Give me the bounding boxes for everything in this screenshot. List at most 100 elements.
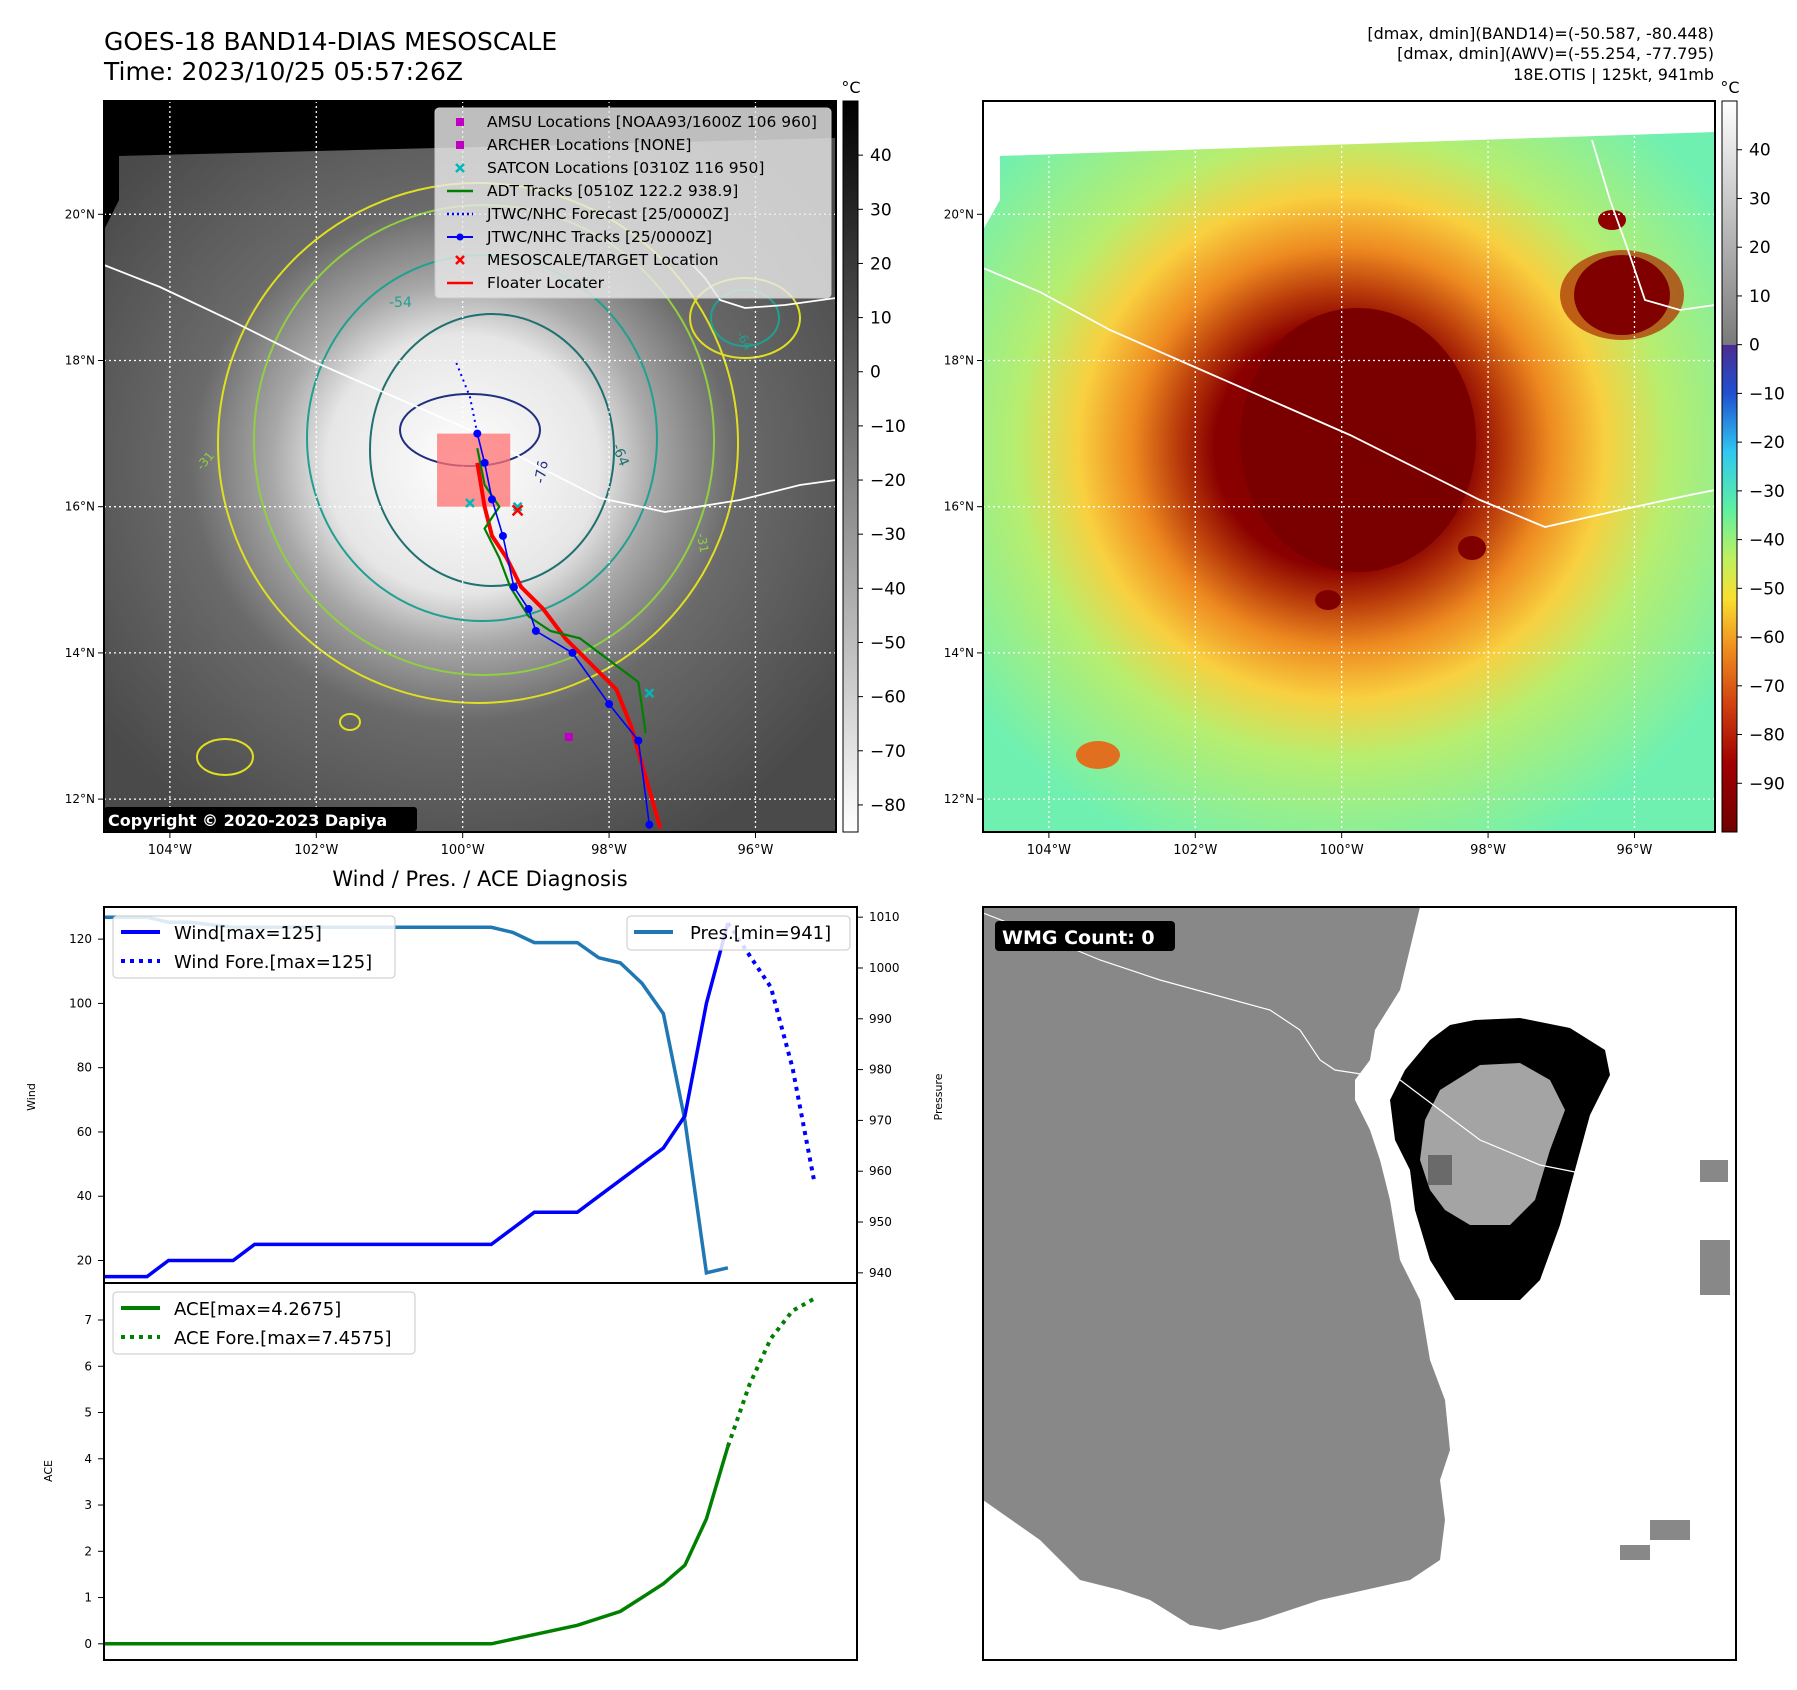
awv-colorbar-tick-label: −30	[1749, 482, 1785, 502]
wmg-count-label: WMG Count: 0	[1002, 927, 1155, 949]
pressure-y-tick-label: 960	[869, 1164, 892, 1178]
ir-colorbar-tick-label: 0	[870, 363, 881, 383]
ir-legend-item: SATCON Locations [0310Z 116 950]	[455, 159, 764, 177]
awv-colorbar-tick-label: 40	[1749, 141, 1771, 161]
ir-legend-item: Floater Locater	[447, 274, 605, 292]
adt-track	[476, 447, 647, 734]
awv-lon-tick-label: 100°W	[1320, 843, 1364, 858]
pressure-y-tick-label: 950	[869, 1215, 892, 1229]
ir-legend-label: SATCON Locations [0310Z 116 950]	[487, 159, 764, 177]
ir-map-panel: -54 -64 -76 -64 -31 -31 20°N18°N16°N14°N…	[65, 100, 837, 858]
ir-colorbar-tick-label: −40	[870, 579, 906, 599]
jtwc-track-point	[480, 458, 489, 467]
wind-y-tick-label: 60	[77, 1125, 92, 1139]
wind-y-tick-label: 120	[69, 932, 92, 946]
wmg-panel: WMG Count: 0	[982, 906, 1737, 1661]
ir-lon-tick-label: 102°W	[294, 843, 338, 858]
wmg-gray-region	[983, 907, 1450, 1630]
copyright-text: Copyright © 2020-2023 Dapiya	[108, 811, 387, 830]
pressure-legend-label: Pres.[min=941]	[690, 923, 831, 944]
figure-title: GOES-18 BAND14-DIAS MESOSCALE	[104, 27, 557, 56]
awv-lat-tick-label: 18°N	[944, 354, 974, 368]
awv-colorbar-tick-label: 10	[1749, 287, 1771, 307]
jtwc-track-point	[487, 495, 496, 504]
ir-colorbar-tick-label: −60	[870, 688, 906, 708]
ir-legend-item: ADT Tracks [0510Z 122.2 938.9]	[447, 182, 738, 200]
awv-lon-tick-label: 96°W	[1617, 843, 1653, 858]
pressure-legend-box	[626, 915, 851, 951]
awv-colorbar-tick-label: −10	[1749, 384, 1785, 404]
contour-label-6: -31	[694, 532, 711, 554]
awv-colorbar-warm	[1722, 101, 1737, 345]
ir-legend: AMSU Locations [NOAA93/1600Z 106 960] ARC…	[434, 107, 832, 299]
awv-colorbar-tick-label: −40	[1749, 531, 1785, 551]
wind-y-tick-label: 20	[77, 1254, 92, 1268]
ace-legend-label: ACE[max=4.2675]	[174, 1299, 341, 1320]
wmg-cell-5	[1300, 1070, 1322, 1086]
ir-legend-label: ARCHER Locations [NONE]	[487, 136, 691, 154]
ace-legend: ACE[max=4.2675] ACE Fore.[max=7.4575]	[112, 1291, 416, 1355]
ace-y-tick-label: 4	[84, 1452, 92, 1466]
stats-line-2: [dmax, dmin](AWV)=(-55.254, -77.795)	[1397, 44, 1714, 63]
awv-colorbar-tick-label: −50	[1749, 579, 1785, 599]
wmg-coastline	[982, 912, 1591, 1176]
wind-legend-label: Wind[max=125]	[174, 923, 322, 944]
awv-gridlines	[983, 101, 1715, 832]
jtwc-track-point	[473, 429, 482, 438]
coastline-right-gulf	[1591, 139, 1715, 311]
ir-lon-tick-label: 104°W	[148, 843, 192, 858]
legend-square-icon	[456, 141, 464, 149]
ir-lat-ticks: 20°N 18°N 16°N 14°N 12°N	[65, 207, 104, 806]
ace-y-tick-label: 0	[84, 1637, 92, 1651]
wind-forecast-line	[726, 921, 816, 1181]
ir-legend-label: JTWC/NHC Tracks [25/0000Z]	[486, 228, 712, 246]
ir-lat-tick-label: 16°N	[65, 500, 95, 514]
pressure-y-tick-label: 940	[869, 1266, 892, 1280]
legend-dot-icon	[456, 233, 464, 241]
wmg-cell-3	[1650, 1520, 1690, 1540]
awv-map-frame	[982, 100, 1716, 833]
awv-lon-ticks: 104°W 102°W 100°W 98°W 96°W	[1027, 832, 1653, 858]
jtwc-track-point	[634, 736, 643, 745]
awv-lat-tick-label: 20°N	[944, 207, 974, 221]
floater-red-box	[437, 433, 511, 507]
awv-lon-tick-label: 104°W	[1027, 843, 1071, 858]
ir-legend-label: Floater Locater	[487, 274, 605, 292]
ir-legend-label: ADT Tracks [0510Z 122.2 938.9]	[487, 182, 738, 200]
jtwc-track-point	[605, 700, 614, 709]
wind-pressure-chart: Wind / Pres. / ACE Diagnosis 20 40 60 80 100…	[25, 867, 945, 1284]
awv-colorbar-tick-label: −80	[1749, 726, 1785, 746]
wmg-cell-2	[1700, 1240, 1730, 1295]
amsu-point	[564, 732, 573, 741]
ace-y-tick-label: 2	[84, 1544, 92, 1558]
awv-colorbar-cold	[1722, 344, 1737, 832]
ir-legend-item: JTWC/NHC Forecast [25/0000Z]	[447, 205, 729, 223]
awv-lat-tick-label: 12°N	[944, 792, 974, 806]
satcon-point	[465, 498, 475, 508]
pressure-y-tick-label: 1000	[869, 961, 900, 975]
pressure-y-tick-label: 980	[869, 1063, 892, 1077]
ace-y-tick-label: 7	[84, 1313, 92, 1327]
jtwc-track-point	[645, 820, 654, 829]
awv-colorbar-frame	[1721, 100, 1738, 833]
awv-colorbar-tick-label: −20	[1749, 433, 1785, 453]
awv-lat-tick-label: 16°N	[944, 500, 974, 514]
wind-axis-label: Wind	[25, 1083, 38, 1111]
jtwc-track-point	[498, 531, 507, 540]
ir-colorbar: °C 40 30 20 10 0 −10 −20 −30 −40 −50 −60 −70 −80	[841, 78, 906, 833]
wmg-frame	[982, 906, 1737, 1661]
awv-colorbar-tick-label: 20	[1749, 238, 1771, 258]
ir-colorbar-tick-label: 40	[870, 146, 892, 166]
wmg-cell-4	[1620, 1545, 1650, 1560]
awv-lon-tick-label: 102°W	[1173, 843, 1217, 858]
jtwc-track-point	[531, 626, 540, 635]
ir-colorbar-unit: °C	[841, 78, 860, 97]
pressure-legend: Pres.[min=941]	[626, 915, 851, 951]
ir-colorbar-tick-label: −80	[870, 796, 906, 816]
jtwc-forecast	[454, 360, 479, 434]
ir-colorbar-tick-label: 10	[870, 309, 892, 329]
ir-legend-label: MESOSCALE/TARGET Location	[487, 251, 719, 269]
ir-lat-tick-label: 20°N	[65, 207, 95, 221]
awv-map-panel: 20°N 18°N 16°N 14°N 12°N 104°W 102°W 100°W 98°W…	[944, 100, 1716, 858]
ace-legend-box	[112, 1291, 416, 1355]
